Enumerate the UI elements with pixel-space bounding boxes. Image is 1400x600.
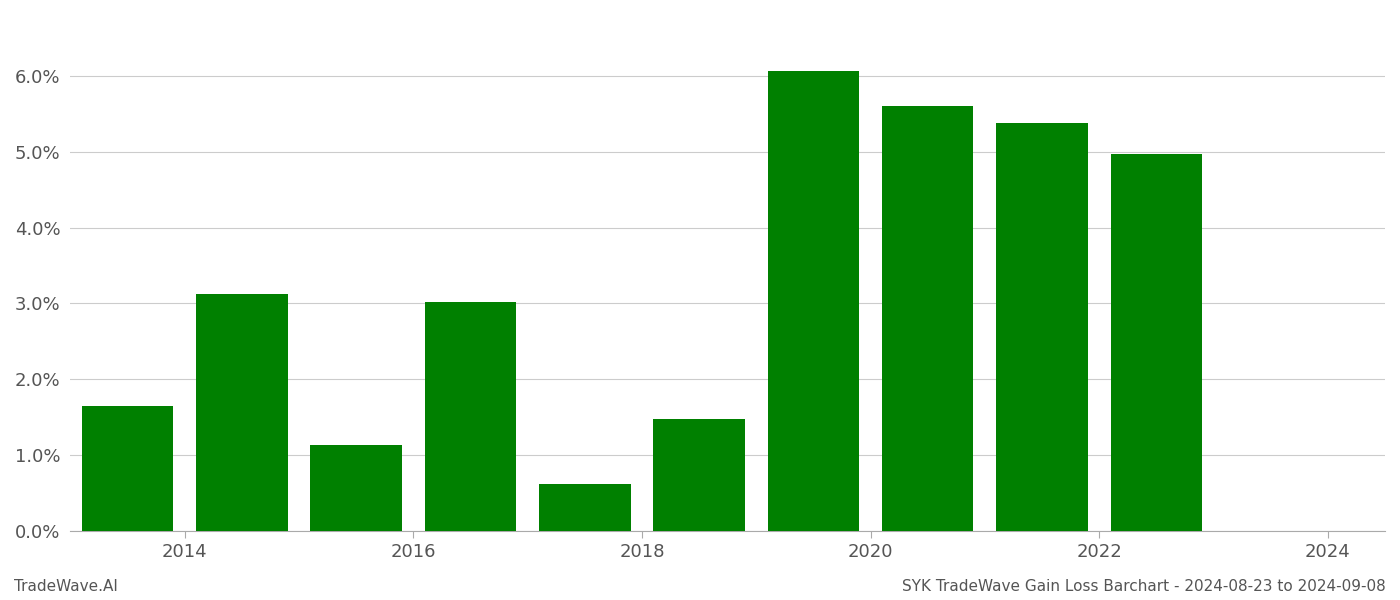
Text: SYK TradeWave Gain Loss Barchart - 2024-08-23 to 2024-09-08: SYK TradeWave Gain Loss Barchart - 2024-… [902,579,1386,594]
Bar [882,106,973,531]
Bar [1110,154,1203,531]
Bar [767,71,860,531]
Text: TradeWave.AI: TradeWave.AI [14,579,118,594]
Bar [539,484,630,531]
Bar [654,419,745,531]
Bar [424,302,517,531]
Bar [311,445,402,531]
Bar [196,295,287,531]
Bar [81,406,174,531]
Bar [997,123,1088,531]
